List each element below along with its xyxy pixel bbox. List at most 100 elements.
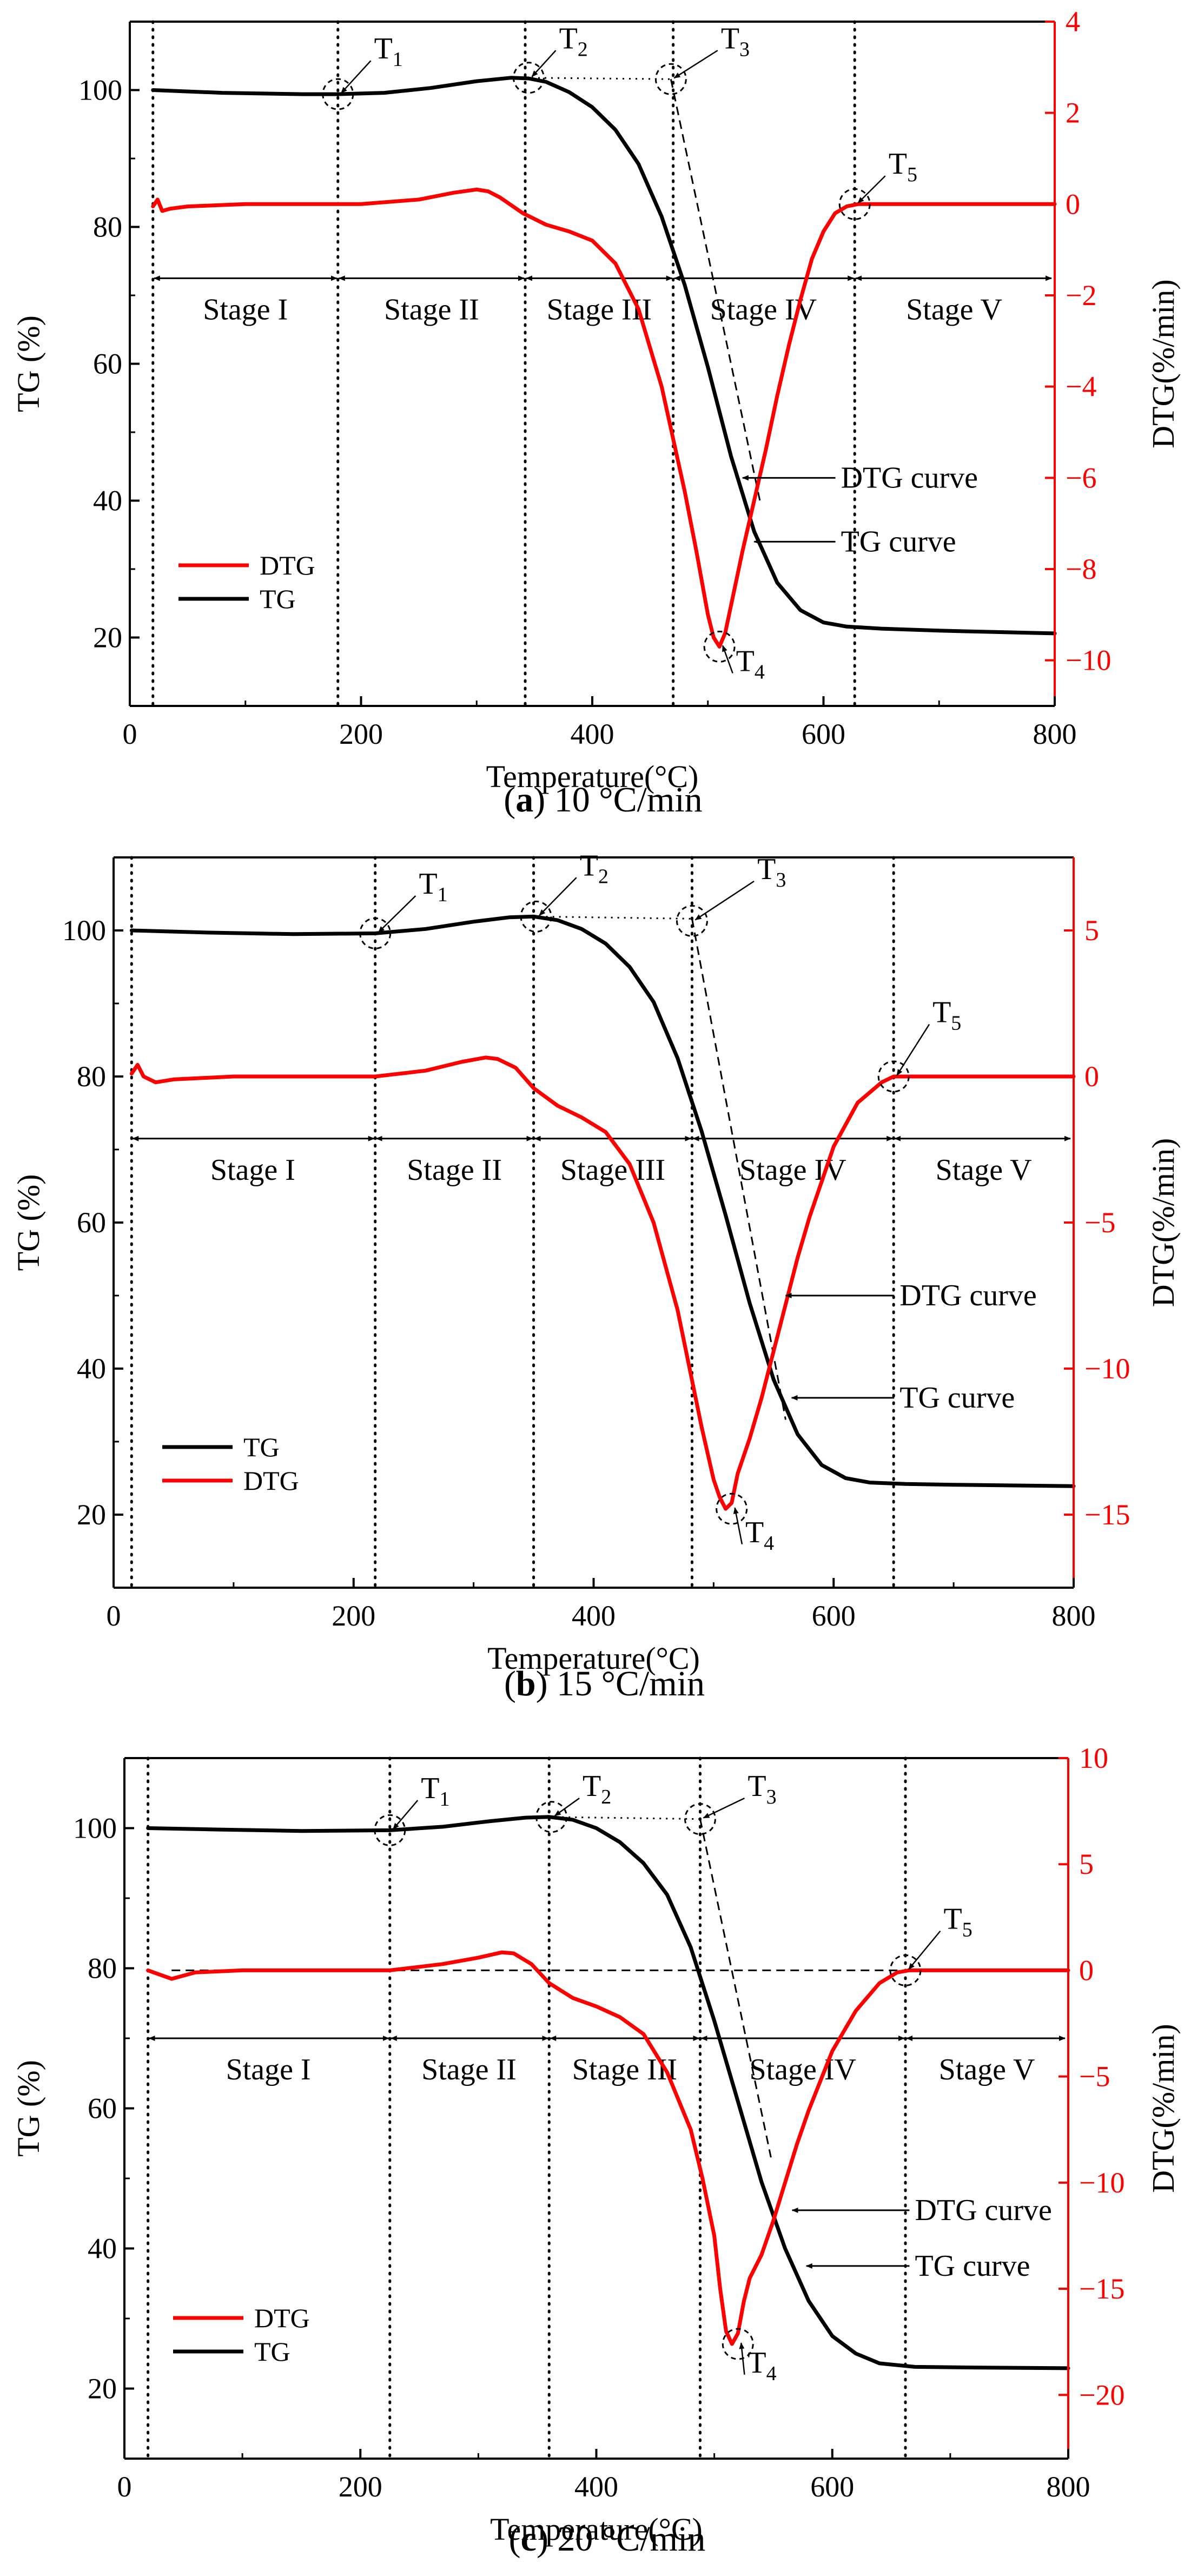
point-marker-circle <box>877 1060 910 1093</box>
point-marker-circle <box>520 900 552 933</box>
point-marker-circle <box>322 78 354 110</box>
y2-tick-label: −5 <box>1079 2060 1110 2093</box>
point-label-subscript: 2 <box>578 38 588 61</box>
point-label-subscript: 4 <box>764 1532 774 1555</box>
point-pointer-arrow <box>554 1798 580 1817</box>
point-label-subscript: 3 <box>739 38 750 61</box>
legend-label: TG <box>243 1432 280 1462</box>
series-line-tg <box>151 76 1057 636</box>
stage-label: Stage I <box>210 1153 295 1187</box>
panel-caption: (c) 20 °C/min <box>509 2519 706 2559</box>
x-tick-label: 400 <box>574 2471 618 2503</box>
point-label: T3 <box>747 1769 776 1808</box>
stage-label: Stage IV <box>749 2053 856 2086</box>
x-tick-label: 800 <box>1033 718 1077 750</box>
point-marker-circle <box>716 1492 748 1525</box>
annotation-label: TG curve <box>841 525 956 558</box>
y-tick-label: 40 <box>77 1352 106 1385</box>
point-label: T4 <box>745 1516 774 1555</box>
point-pointer-arrow <box>392 1800 419 1830</box>
y-tick-label: 60 <box>77 1206 106 1239</box>
stage-label: Stage V <box>936 1153 1032 1187</box>
y-axis-title-right: DTG(%/min) <box>1146 2024 1181 2193</box>
stage-label: Stage III <box>572 2053 677 2086</box>
point-marker-circle <box>374 1814 406 1846</box>
y2-tick-label: −20 <box>1079 2379 1124 2411</box>
y2-tick-label: 0 <box>1066 188 1080 220</box>
y2-tick-label: −2 <box>1066 279 1096 312</box>
point-pointer-arrow <box>340 60 372 94</box>
point-label-subscript: 2 <box>601 1786 611 1808</box>
y-tick-label: 60 <box>88 2092 117 2125</box>
point-label: T1 <box>374 32 403 71</box>
point-label: T5 <box>932 996 961 1035</box>
legend-label: DTG <box>243 1465 299 1496</box>
tangent-line <box>691 919 786 1420</box>
legend-label: DTG <box>254 2303 310 2333</box>
stage-label: Stage III <box>560 1153 665 1187</box>
point-label-subscript: 5 <box>907 163 917 186</box>
x-axis-title: Temperature(°C) <box>490 2512 703 2547</box>
x-tick-label: 600 <box>802 718 845 750</box>
caption-open-paren: ( <box>509 2519 521 2559</box>
tangent-line <box>539 915 692 920</box>
annotation-label: TG curve <box>899 1381 1015 1415</box>
point-label-subscript: 1 <box>393 48 403 71</box>
tangent-line <box>670 78 761 501</box>
tangent-line <box>525 77 671 80</box>
stage-label: Stage II <box>421 2053 517 2086</box>
x-tick-label: 400 <box>572 1600 616 1632</box>
x-tick-label: 200 <box>339 2471 382 2503</box>
point-label: T4 <box>747 2346 776 2385</box>
point-label: T3 <box>721 22 750 61</box>
y2-tick-label: −10 <box>1066 644 1111 677</box>
point-label-subscript: 5 <box>951 1012 961 1035</box>
y-tick-label: 80 <box>88 1952 117 1985</box>
y-axis-title-right: DTG(%/min) <box>1146 279 1181 448</box>
y-tick-label: 100 <box>62 914 106 947</box>
y2-tick-label: 0 <box>1079 1954 1094 1986</box>
caption-open-paren: ( <box>504 1664 516 1703</box>
point-pointer-arrow <box>908 1930 941 1970</box>
y2-tick-label: −4 <box>1066 371 1096 403</box>
x-tick-label: 800 <box>1047 2471 1090 2503</box>
y2-tick-label: 5 <box>1079 1848 1094 1880</box>
point-pointer-arrow <box>857 175 886 204</box>
x-tick-label: 600 <box>812 1600 856 1632</box>
x-axis-title: Temperature(°C) <box>487 1641 700 1676</box>
x-tick-label: 800 <box>1052 1600 1096 1632</box>
point-pointer-arrow <box>739 2342 745 2375</box>
point-pointer-arrow <box>673 50 718 79</box>
point-marker-circle <box>512 62 545 94</box>
point-label: T1 <box>419 867 447 906</box>
point-label-subscript: 5 <box>962 1919 973 1941</box>
y-tick-label: 40 <box>93 485 122 517</box>
annotation-label: DTG curve <box>899 1279 1036 1312</box>
point-label: T1 <box>421 1772 449 1811</box>
y-tick-label: 20 <box>77 1498 106 1531</box>
series-line-dtg <box>151 187 1057 649</box>
point-label-subscript: 3 <box>776 869 786 891</box>
annotation-label: DTG curve <box>915 2194 1051 2227</box>
point-label-subscript: 2 <box>598 865 608 888</box>
point-label: T5 <box>944 1903 973 1941</box>
caption-letter: b <box>516 1664 536 1703</box>
chart-panel-b: Stage I Stage II Stage III Stage IV Stage VT… <box>11 849 1181 1703</box>
annotation-label: DTG curve <box>841 461 978 494</box>
point-label: T2 <box>583 1769 611 1808</box>
point-marker-circle <box>535 1801 568 1833</box>
point-label-subscript: 4 <box>766 2362 777 2385</box>
caption-letter: c <box>521 2519 537 2559</box>
point-label: T2 <box>580 849 608 888</box>
point-marker-circle <box>684 1803 716 1835</box>
y-tick-label: 20 <box>93 622 122 654</box>
point-pointer-arrow <box>896 1023 930 1076</box>
y-axis-title-left: TG (%) <box>11 2060 46 2157</box>
x-tick-label: 0 <box>107 1600 121 1632</box>
stage-label: Stage I <box>203 293 288 326</box>
y2-tick-label: −10 <box>1079 2167 1124 2199</box>
point-pointer-arrow <box>733 1507 743 1545</box>
y2-tick-label: −5 <box>1084 1206 1115 1239</box>
legend-label: DTG <box>260 550 315 580</box>
point-marker-circle <box>838 188 871 220</box>
